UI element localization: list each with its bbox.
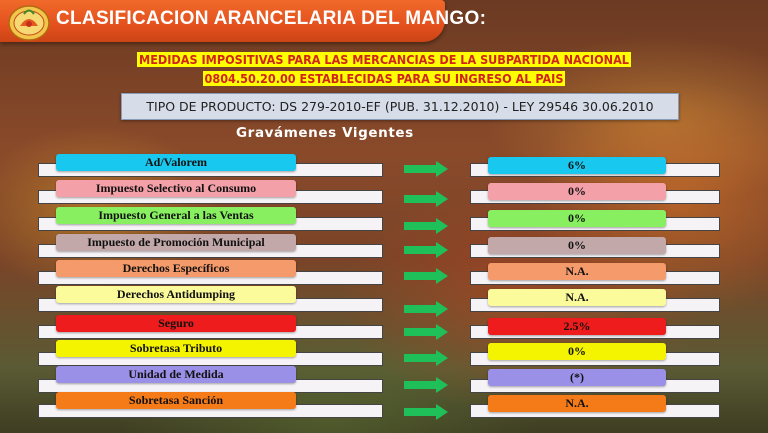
page-title: CLASIFICACION ARANCELARIA DEL MANGO:	[56, 8, 487, 29]
subtitle-line-2: 0804.50.20.00 ESTABLECIDAS PARA SU INGRE…	[202, 71, 566, 86]
tax-label: Derechos Específicos	[56, 260, 296, 277]
arrow-right-icon	[404, 350, 448, 366]
arrow-right-icon	[404, 191, 448, 207]
tax-value: (*)	[488, 369, 666, 386]
tax-label: Impuesto Selectivo al Consumo	[56, 180, 296, 197]
tax-label: Unidad de Medida	[56, 366, 296, 383]
tax-value: N.A.	[488, 263, 666, 280]
arrow-right-icon	[404, 301, 448, 317]
tax-label: Sobretasa Tributo	[56, 340, 296, 357]
arrow-right-icon	[404, 268, 448, 284]
tax-value: 0%	[488, 237, 666, 254]
product-type-box: TIPO DE PRODUCTO: DS 279-2010-EF (PUB. 3…	[121, 93, 679, 120]
arrow-right-icon	[404, 218, 448, 234]
subtitle-line-1: MEDIDAS IMPOSITIVAS PARA LAS MERCANCIAS …	[137, 52, 631, 67]
section-heading: Gravámenes Vigentes	[236, 125, 414, 141]
tax-value: N.A.	[488, 289, 666, 306]
tax-label: Seguro	[56, 315, 296, 332]
tax-value: 0%	[488, 210, 666, 227]
arrow-right-icon	[404, 161, 448, 177]
tax-label: Sobretasa Sanción	[56, 392, 296, 409]
mango-logo-icon	[8, 5, 50, 41]
tax-value: N.A.	[488, 395, 666, 412]
title-banner: CLASIFICACION ARANCELARIA DEL MANGO:	[0, 0, 486, 42]
tax-label: Impuesto General a las Ventas	[56, 207, 296, 224]
tax-label: Impuesto de Promoción Municipal	[56, 234, 296, 251]
arrow-right-icon	[404, 377, 448, 393]
arrow-right-icon	[404, 404, 448, 420]
tax-value: 2.5%	[488, 318, 666, 335]
arrow-right-icon	[404, 242, 448, 258]
tax-value: 0%	[488, 343, 666, 360]
tax-label: Ad/Valorem	[56, 154, 296, 171]
arrow-right-icon	[404, 324, 448, 340]
tax-value: 0%	[488, 183, 666, 200]
tax-label: Derechos Antidumping	[56, 286, 296, 303]
tax-value: 6%	[488, 157, 666, 174]
